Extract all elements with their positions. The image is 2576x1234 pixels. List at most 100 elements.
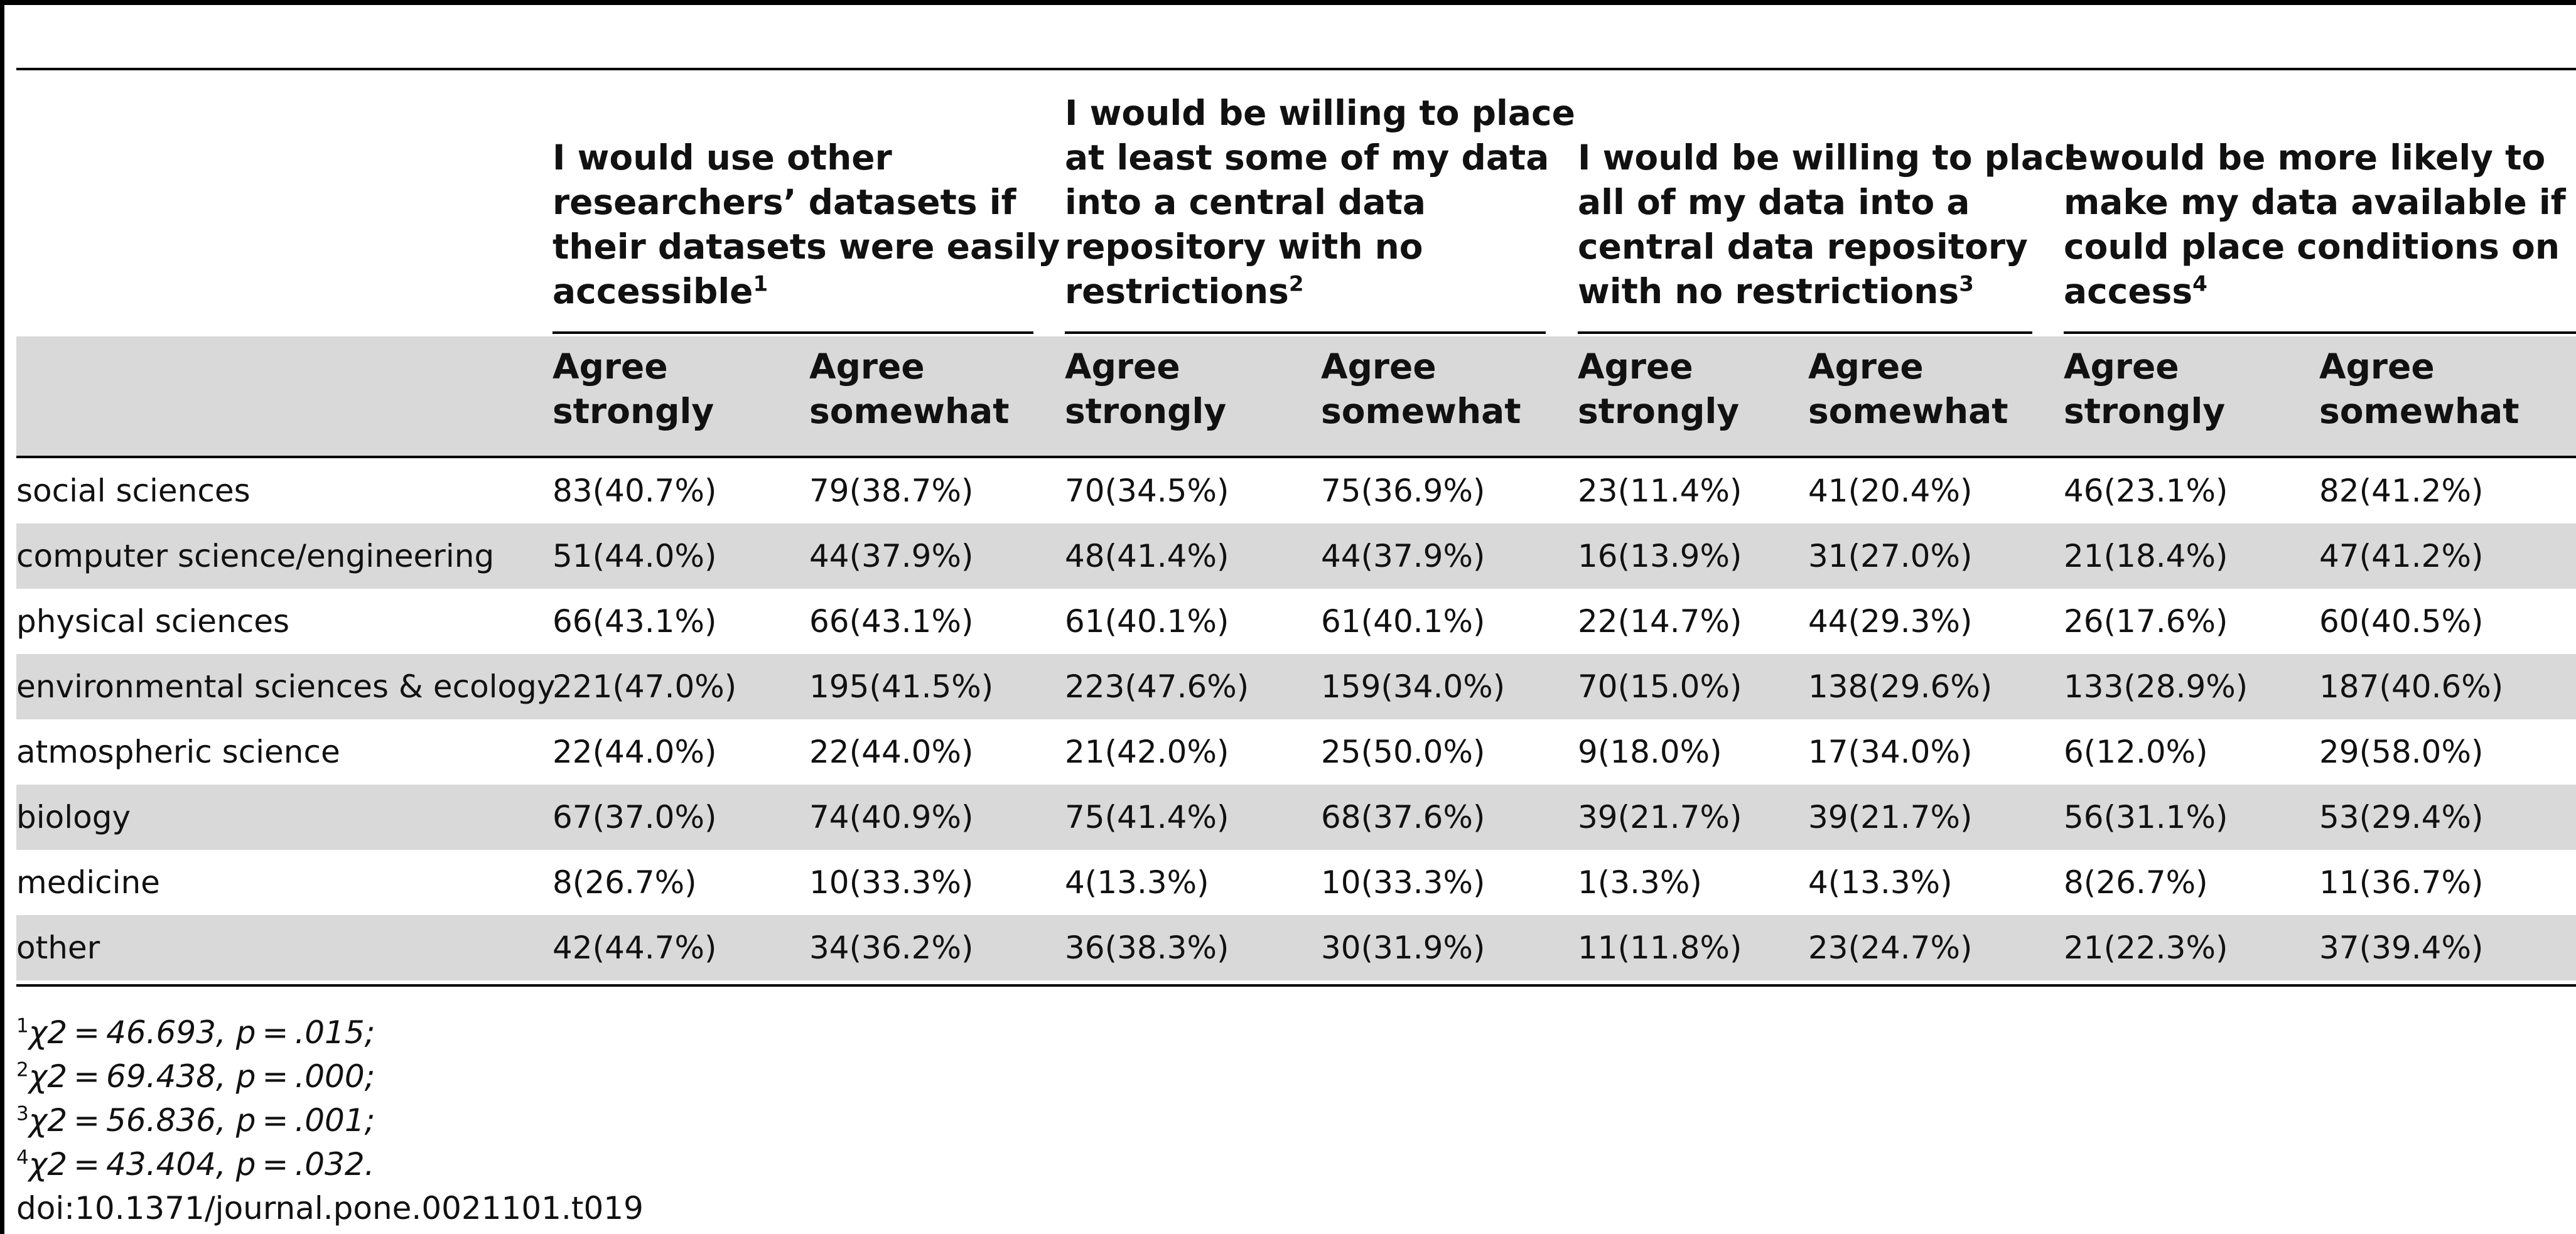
doi-text: doi:10.1371/journal.pone.0021101.t019: [16, 1190, 644, 1226]
group-underline-3: [1578, 331, 2032, 334]
group-header-line: into a central data: [1065, 182, 1426, 222]
table-cell: 26(17.6%): [2064, 603, 2228, 640]
group-underline-2: [1065, 331, 1546, 334]
table-cell: 22(14.7%): [1578, 603, 1742, 640]
group-header-line: with no restrictions: [1578, 271, 1959, 311]
subheader-agree-strongly: Agree strongly: [552, 346, 714, 431]
header-bottom-rule: [16, 456, 2576, 458]
row-label: other: [16, 930, 100, 966]
subheader-band: [16, 336, 2576, 457]
table-cell: 83(40.7%): [552, 473, 717, 509]
table-cell: 61(40.1%): [1065, 603, 1229, 640]
table-cell: 70(34.5%): [1065, 473, 1229, 509]
table-cell: 79(38.7%): [809, 473, 974, 509]
table-cell: 60(40.5%): [2319, 603, 2484, 640]
row-label: physical sciences: [16, 603, 290, 640]
group-underline-4: [2064, 331, 2576, 334]
group-header-line: restrictions: [1065, 271, 1289, 311]
top-border: [0, 0, 2576, 5]
table-cell: 21(42.0%): [1065, 734, 1229, 770]
footnote-1: 1χ2 = 46.693, p = .015;: [16, 1014, 375, 1051]
table-cell: 17(34.0%): [1808, 734, 1973, 770]
subheader-agree-somewhat: Agree somewhat: [809, 346, 1010, 431]
group-header-line: accessible: [552, 271, 753, 311]
table-cell: 221(47.0%): [552, 668, 737, 705]
group-header-line: all of my data into a: [1578, 182, 1970, 222]
left-border: [0, 0, 4, 1234]
table-cell: 67(37.0%): [552, 799, 717, 835]
table-cell: 223(47.6%): [1065, 668, 1249, 705]
footnote-3: 3χ2 = 56.836, p = .001;: [16, 1102, 375, 1139]
table-cell: 66(43.1%): [809, 603, 974, 640]
table-cell: 21(18.4%): [2064, 538, 2228, 574]
table-cell: 53(29.4%): [2319, 799, 2484, 835]
table-cell: 44(37.9%): [1321, 538, 1485, 574]
table-cell: 11(11.8%): [1578, 930, 1742, 966]
table-cell: 16(13.9%): [1578, 538, 1742, 574]
table-cell: 23(11.4%): [1578, 473, 1742, 509]
footnote-marker: 1: [753, 271, 768, 297]
table-cell: 51(44.0%): [552, 538, 717, 574]
footnote-marker: 3: [1959, 271, 1974, 297]
table-cell: 66(43.1%): [552, 603, 717, 640]
group-header-line: I would be willing to place: [1578, 137, 2088, 178]
table-cell: 36(38.3%): [1065, 930, 1229, 966]
group-header-line: access: [2064, 271, 2193, 311]
footnote-marker: 2: [1288, 271, 1304, 297]
group-underline-1: [552, 331, 1033, 334]
table-cell: 10(33.3%): [809, 864, 974, 901]
row-label: social sciences: [16, 473, 251, 509]
group-header-line: at least some of my data: [1065, 137, 1549, 178]
group-header-2: I would be willing to place at least som…: [1065, 91, 1575, 314]
table-cell: 34(36.2%): [809, 930, 974, 966]
table-cell: 11(36.7%): [2319, 864, 2484, 901]
table-cell: 195(41.5%): [809, 668, 994, 705]
table-cell: 37(39.4%): [2319, 930, 2484, 966]
footnote-2: 2χ2 = 69.438, p = .000;: [16, 1058, 375, 1095]
table-cell: 133(28.9%): [2064, 668, 2248, 705]
row-band: [16, 654, 2576, 719]
subheader-agree-strongly: Agree strongly: [1065, 346, 1227, 431]
table-cell: 56(31.1%): [2064, 799, 2228, 835]
group-header-line: central data repository: [1578, 227, 2028, 267]
table-cell: 82(41.2%): [2319, 473, 2484, 509]
table-cell: 25(50.0%): [1321, 734, 1485, 770]
group-header-line: could place conditions on: [2064, 227, 2560, 267]
table-cell: 4(13.3%): [1808, 864, 1953, 901]
group-header-line: repository with no: [1065, 227, 1423, 267]
table-cell: 42(44.7%): [552, 930, 717, 966]
row-label: computer science/engineering: [16, 538, 495, 574]
table-cell: 10(33.3%): [1321, 864, 1485, 901]
table-cell: 4(13.3%): [1065, 864, 1209, 901]
table-cell: 187(40.6%): [2319, 668, 2504, 705]
header-top-rule: [16, 68, 2576, 70]
group-header-line: I would be willing to place: [1065, 93, 1575, 133]
table-cell: 22(44.0%): [809, 734, 974, 770]
table-cell: 30(31.9%): [1321, 930, 1485, 966]
table-cell: 44(29.3%): [1808, 603, 1973, 640]
table-cell: 68(37.6%): [1321, 799, 1485, 835]
table-cell: 1(3.3%): [1578, 864, 1702, 901]
table-cell: 159(34.0%): [1321, 668, 1506, 705]
table-cell: 44(37.9%): [809, 538, 974, 574]
table-cell: 46(23.1%): [2064, 473, 2228, 509]
footnote-marker: 4: [2192, 271, 2207, 297]
subheader-agree-somewhat: Agree somewhat: [2319, 346, 2519, 431]
table-cell: 21(22.3%): [2064, 930, 2228, 966]
table-cell: 61(40.1%): [1321, 603, 1485, 640]
footnote-4: 4χ2 = 43.404, p = .032.: [16, 1146, 375, 1183]
group-header-line: researchers’ datasets if: [552, 182, 1016, 222]
group-header-4: I would be more likely to make my data a…: [2064, 136, 2576, 314]
table-cell: 8(26.7%): [552, 864, 697, 901]
subheader-agree-somewhat: Agree somewhat: [1321, 346, 1521, 431]
row-label: environmental sciences & ecology: [16, 668, 556, 705]
table-bottom-rule: [16, 984, 2576, 987]
table-cell: 29(58.0%): [2319, 734, 2484, 770]
table-cell: 41(20.4%): [1808, 473, 1973, 509]
group-header-line: their datasets were easily: [552, 227, 1060, 267]
table-cell: 47(41.2%): [2319, 538, 2484, 574]
group-header-1: I would use other researchers’ datasets …: [552, 136, 1060, 314]
table-cell: 23(24.7%): [1808, 930, 1973, 966]
table-cell: 6(12.0%): [2064, 734, 2208, 770]
